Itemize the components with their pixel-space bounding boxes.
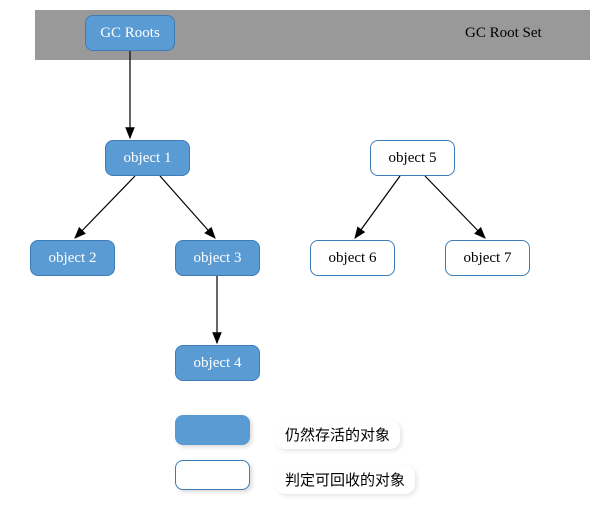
legend-outlined-swatch	[175, 460, 250, 490]
node-object-4: object 4	[175, 345, 260, 381]
node-object-5-label: object 5	[389, 150, 437, 167]
node-object-3-label: object 3	[194, 250, 242, 267]
gc-root-set-label: GC Root Set	[465, 25, 542, 42]
node-object-7-label: object 7	[464, 250, 512, 267]
legend-filled-label: 仍然存活的对象	[275, 420, 400, 449]
node-object-5: object 5	[370, 140, 455, 176]
legend-filled-swatch	[175, 415, 250, 445]
node-object-6-label: object 6	[329, 250, 377, 267]
node-object-3: object 3	[175, 240, 260, 276]
node-object-6: object 6	[310, 240, 395, 276]
node-object-2: object 2	[30, 240, 115, 276]
node-object-4-label: object 4	[194, 355, 242, 372]
node-object-1: object 1	[105, 140, 190, 176]
node-object-7: object 7	[445, 240, 530, 276]
node-gc-roots: GC Roots	[85, 15, 175, 51]
node-object-2-label: object 2	[49, 250, 97, 267]
node-gc-roots-label: GC Roots	[100, 25, 160, 42]
node-object-1-label: object 1	[124, 150, 172, 167]
legend-outlined-label: 判定可回收的对象	[275, 465, 415, 494]
